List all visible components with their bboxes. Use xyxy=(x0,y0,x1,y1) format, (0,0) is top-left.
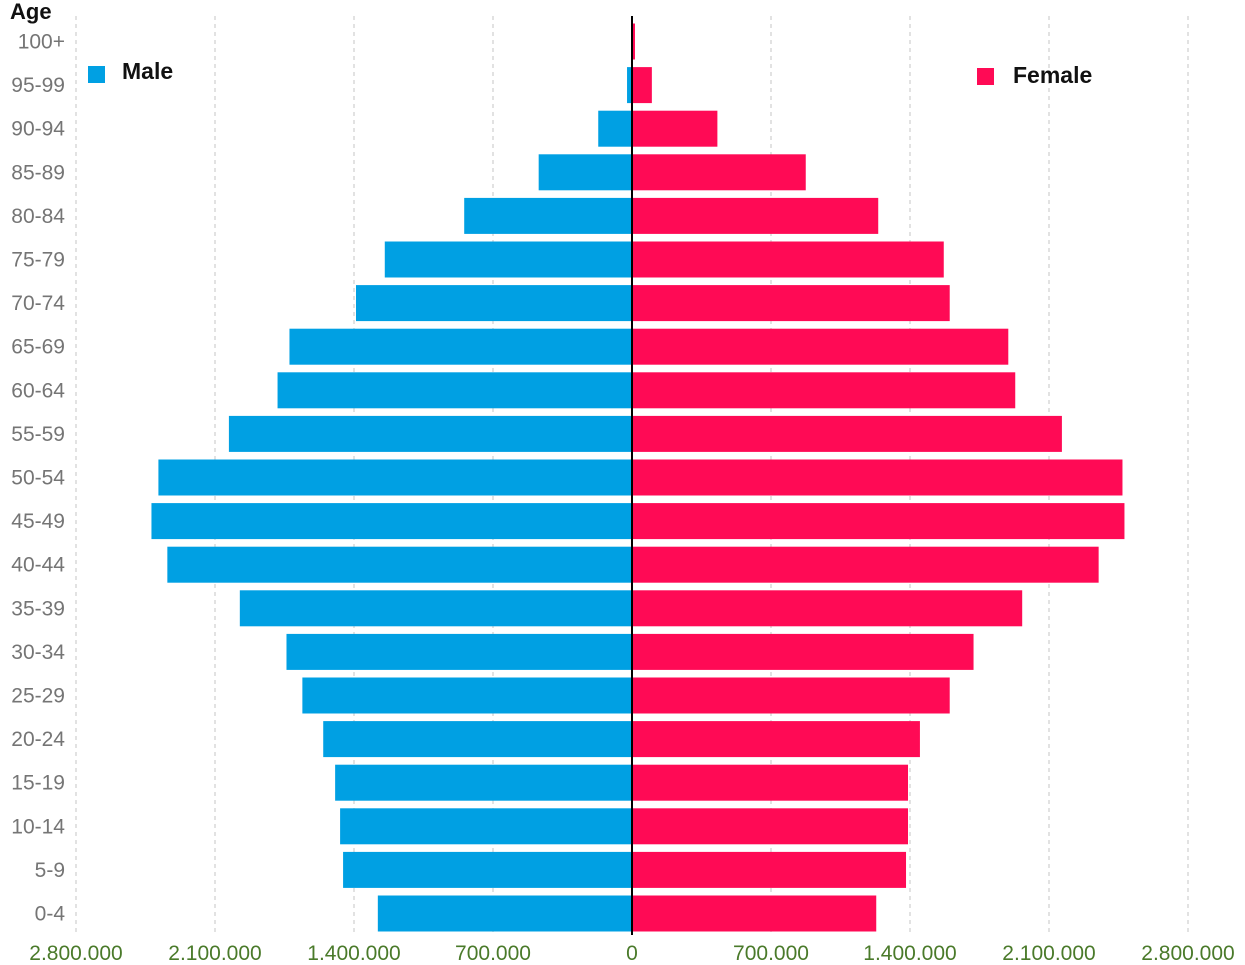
age-label-30-34: 30-34 xyxy=(11,641,65,664)
bar-male-70-74[interactable] xyxy=(355,285,632,322)
age-label-15-19: 15-19 xyxy=(11,772,65,795)
bar-female-40-44[interactable] xyxy=(632,546,1099,583)
legend-swatch-female xyxy=(977,68,994,85)
age-label-80-84: 80-84 xyxy=(11,205,65,228)
bar-male-40-44[interactable] xyxy=(167,546,633,583)
bar-male-30-34[interactable] xyxy=(286,633,632,670)
age-label-10-14: 10-14 xyxy=(11,815,65,838)
bar-female-50-54[interactable] xyxy=(632,459,1123,496)
bar-female-100-plus[interactable] xyxy=(632,23,635,60)
age-label-5-9: 5-9 xyxy=(35,859,65,882)
bar-male-80-84[interactable] xyxy=(464,197,632,234)
bar-male-55-59[interactable] xyxy=(228,415,632,452)
bar-male-75-79[interactable] xyxy=(384,241,632,278)
x-tick-label-7: 2.100.000 xyxy=(1002,942,1095,965)
age-label-0-4: 0-4 xyxy=(35,903,66,926)
bar-female-20-24[interactable] xyxy=(632,721,920,758)
bar-female-90-94[interactable] xyxy=(632,110,718,147)
bar-female-70-74[interactable] xyxy=(632,285,950,322)
bar-female-25-29[interactable] xyxy=(632,677,950,714)
age-label-55-59: 55-59 xyxy=(11,423,65,446)
age-label-25-29: 25-29 xyxy=(11,685,65,708)
bar-male-60-64[interactable] xyxy=(277,372,632,409)
bar-male-10-14[interactable] xyxy=(340,808,632,845)
legend-item-female[interactable]: Female xyxy=(977,62,1092,88)
bar-male-20-24[interactable] xyxy=(323,721,632,758)
age-tick-labels: 100+ 95-99 90-94 85-89 80-84 75-79 70-74 65-69 6… xyxy=(11,31,65,926)
legend-label-male: Male xyxy=(122,58,173,84)
age-label-40-44: 40-44 xyxy=(11,554,65,577)
bar-male-0-4[interactable] xyxy=(377,895,632,932)
age-label-100-plus: 100+ xyxy=(18,31,65,54)
x-tick-label-1: 2.100.000 xyxy=(168,942,261,965)
bar-female-75-79[interactable] xyxy=(632,241,944,278)
bar-male-90-94[interactable] xyxy=(598,110,632,147)
legend-swatch-male xyxy=(88,66,105,83)
age-label-85-89: 85-89 xyxy=(11,161,65,184)
population-tick-labels: 2.800.000 2.100.000 1.400.000 700.000 0 700.0… xyxy=(29,942,1234,965)
x-tick-label-2: 1.400.000 xyxy=(307,942,400,965)
bar-male-35-39[interactable] xyxy=(239,590,633,627)
bar-male-65-69[interactable] xyxy=(289,328,632,365)
legend-label-female: Female xyxy=(1013,62,1092,88)
bar-female-60-64[interactable] xyxy=(632,372,1016,409)
bar-female-95-99[interactable] xyxy=(632,67,652,104)
age-label-20-24: 20-24 xyxy=(11,728,65,751)
legend-item-male[interactable]: Male xyxy=(88,58,173,84)
x-tick-label-0: 2.800.000 xyxy=(29,942,122,965)
x-tick-label-8: 2.800.000 xyxy=(1141,942,1234,965)
age-label-50-54: 50-54 xyxy=(11,467,65,490)
age-label-35-39: 35-39 xyxy=(11,597,65,620)
bar-female-65-69[interactable] xyxy=(632,328,1009,365)
bar-female-30-34[interactable] xyxy=(632,633,974,670)
bar-female-85-89[interactable] xyxy=(632,154,806,191)
bar-male-5-9[interactable] xyxy=(343,851,632,888)
bar-female-55-59[interactable] xyxy=(632,415,1062,452)
bar-male-15-19[interactable] xyxy=(335,764,632,801)
bar-female-5-9[interactable] xyxy=(632,851,907,888)
age-label-70-74: 70-74 xyxy=(11,292,65,315)
bar-female-0-4[interactable] xyxy=(632,895,877,932)
bar-male-50-54[interactable] xyxy=(158,459,632,496)
age-label-60-64: 60-64 xyxy=(11,379,65,402)
bar-female-10-14[interactable] xyxy=(632,808,909,845)
age-label-65-69: 65-69 xyxy=(11,336,65,359)
legend: Male Female xyxy=(88,58,1092,88)
bar-male-25-29[interactable] xyxy=(302,677,632,714)
bar-male-95-99[interactable] xyxy=(627,67,632,104)
bar-male-85-89[interactable] xyxy=(538,154,632,191)
y-axis-title: Age xyxy=(10,0,52,24)
bar-female-35-39[interactable] xyxy=(632,590,1023,627)
age-label-90-94: 90-94 xyxy=(11,118,65,141)
x-tick-label-5: 700.000 xyxy=(733,942,809,965)
bar-female-45-49[interactable] xyxy=(632,503,1125,540)
bar-female-80-84[interactable] xyxy=(632,197,879,234)
x-tick-label-4: 0 xyxy=(626,942,638,965)
bars xyxy=(151,23,1125,932)
x-tick-label-6: 1.400.000 xyxy=(863,942,956,965)
x-tick-label-3: 700.000 xyxy=(455,942,531,965)
bar-female-15-19[interactable] xyxy=(632,764,909,801)
age-label-45-49: 45-49 xyxy=(11,510,65,533)
bar-male-45-49[interactable] xyxy=(151,503,632,540)
age-label-75-79: 75-79 xyxy=(11,249,65,272)
age-label-95-99: 95-99 xyxy=(11,74,65,97)
